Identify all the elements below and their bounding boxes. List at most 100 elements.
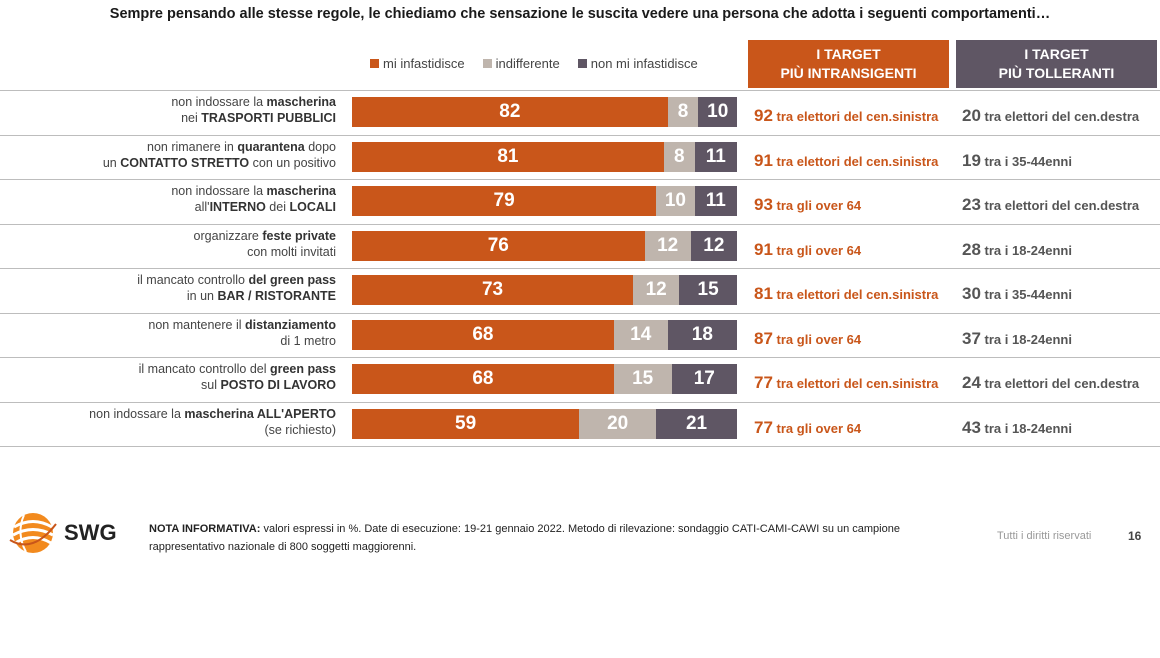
row-label-part: con un positivo [249,155,336,170]
row-separator [0,357,1160,358]
bar-segment-infastidisce: 68 [352,319,614,350]
target-value: 91 [754,239,773,259]
stacked-bar: 68 15 17 [352,364,737,394]
swg-logo: SWG [8,510,117,556]
target-text: tra i 18-24enni [980,420,1072,436]
legend-swatch [370,59,379,68]
target-text: tra i 35-44enni [980,153,1072,169]
row-label-part: TRASPORTI PUBBLICI [201,111,336,125]
row-label-part: BAR / RISTORANTE [217,289,336,303]
header-target-intransigenti: I TARGET PIÙ INTRANSIGENTI [748,40,949,88]
bar-segment-infastidisce: 79 [352,186,657,216]
row-label-part: non indossare la [171,95,267,109]
bar-segment-non-infastidisce: 17 [671,364,737,394]
target-tolleranti: 23 tra elettori del cen.destra [962,195,1139,215]
row-label-part: il mancato controllo del [138,362,270,376]
target-text: tra elettori del cen.sinistra [772,153,939,169]
bar-segment-indifferente: 8 [663,141,695,172]
row-separator [0,312,1160,314]
row-label-part: POSTO DI LAVORO [220,378,336,392]
bar-segment-indifferente: 12 [644,230,691,261]
target-value: 87 [754,328,773,348]
row-label: non rimanere in quarantena dopo un CONTAT… [40,139,336,171]
row-label-line: il mancato controllo del green pass [40,361,336,377]
target-intransigenti: 87 tra gli over 64 [754,329,861,349]
header-line: I TARGET [1024,46,1089,62]
row-separator [0,179,1160,180]
globe-icon [9,513,57,553]
target-value: 20 [962,106,981,125]
row-label-part: dopo [304,139,336,154]
target-intransigenti: 91 tra gli over 64 [754,240,861,260]
target-intransigenti: 77 tra elettori del cen.sinistra [754,373,938,393]
bar-segment-indifferente: 12 [633,275,680,305]
target-text: tra elettori del cen.sinistra [772,287,939,302]
row-label: non indossare la mascherina ALL'APERTO (s… [40,406,336,438]
row-label-line: con molti invitati [40,244,336,260]
info-note: NOTA INFORMATIVA: valori espressi in %. … [149,520,909,556]
target-value: 91 [754,150,773,170]
stacked-bar: 82 8 10 [352,97,737,127]
target-value: 23 [962,195,981,214]
row-label-part: LOCALI [289,200,336,214]
row-label-part: non indossare la [171,184,267,198]
bar-segment-indifferente: 14 [613,319,668,350]
bar-segment-infastidisce: 76 [352,230,645,261]
stacked-bar: 68 14 18 [352,319,737,350]
bar-segment-indifferente: 10 [656,186,695,216]
page-title: Sempre pensando alle stesse regole, le c… [109,6,1051,22]
target-intransigenti: 77 tra gli over 64 [754,418,861,438]
row-label: non indossare la mascherina nei TRASPORTI… [40,94,336,126]
bar-segment-indifferente: 20 [579,408,657,439]
header-line: PIÙ INTRANSIGENTI [780,65,917,81]
row-label-part: dei [265,200,290,214]
row-label-line: all'INTERNO dei LOCALI [40,199,336,215]
bar-segment-non-infastidisce: 11 [694,141,737,172]
row-label-part: sul [201,378,221,392]
row-label-part: mascherina ALL'APERTO [184,406,336,421]
row-label-part: un [102,155,121,170]
bar-segment-non-infastidisce: 10 [698,97,737,127]
row-label-part: feste private [262,228,336,243]
row-label-line: il mancato controllo del green pass [40,272,336,288]
target-text: tra i 18-24enni [980,242,1072,258]
bar-segment-non-infastidisce: 18 [667,319,737,350]
target-value: 24 [962,373,981,392]
target-value: 93 [754,195,773,214]
row-label: non mantenere il distanziamento di 1 metr… [40,317,336,349]
row-label-line: in un BAR / RISTORANTE [40,288,336,304]
stacked-bar: 81 8 11 [352,141,737,172]
legend-item-non-infastidisce: non mi infastidisce [577,56,698,71]
row-label-line: non mantenere il distanziamento [40,317,336,333]
bar-segment-indifferente: 15 [613,364,672,394]
target-tolleranti: 28 tra i 18-24enni [962,240,1072,260]
target-value: 92 [754,106,773,125]
target-text: tra gli over 64 [772,420,862,436]
bar-segment-indifferente: 8 [667,97,699,127]
target-text: tra i 18-24enni [980,331,1072,347]
bar-segment-infastidisce: 68 [352,364,614,394]
header-line: I TARGET [816,46,881,62]
bar-segment-infastidisce: 59 [352,408,580,439]
row-label-part: CONTATTO STRETTO [120,155,250,170]
row-label-part: INTERNO [209,200,266,214]
target-text: tra gli over 64 [772,331,862,347]
row-label-part: non rimanere in [147,139,238,154]
row-label-part: nei [181,111,202,125]
row-label-line: nei TRASPORTI PUBBLICI [40,110,336,126]
stacked-bar: 79 10 11 [352,186,737,216]
bar-segment-non-infastidisce: 15 [679,275,737,305]
stacked-bar: 76 12 12 [352,230,737,261]
row-label-part: di 1 metro [280,333,336,348]
bar-segment-infastidisce: 73 [352,275,634,305]
legend-item-indifferente: indifferente [482,56,560,71]
target-value: 28 [962,239,981,259]
row-separator [0,134,1160,136]
logo-text: SWG [64,520,117,545]
target-text: tra elettori del cen.destra [980,109,1140,124]
row-label-part: mascherina [266,95,336,109]
row-separator [0,90,1160,91]
target-tolleranti: 20 tra elettori del cen.destra [962,106,1139,126]
row-label: il mancato controllo del green pass in un… [40,272,336,304]
target-text: tra elettori del cen.sinistra [772,376,939,391]
